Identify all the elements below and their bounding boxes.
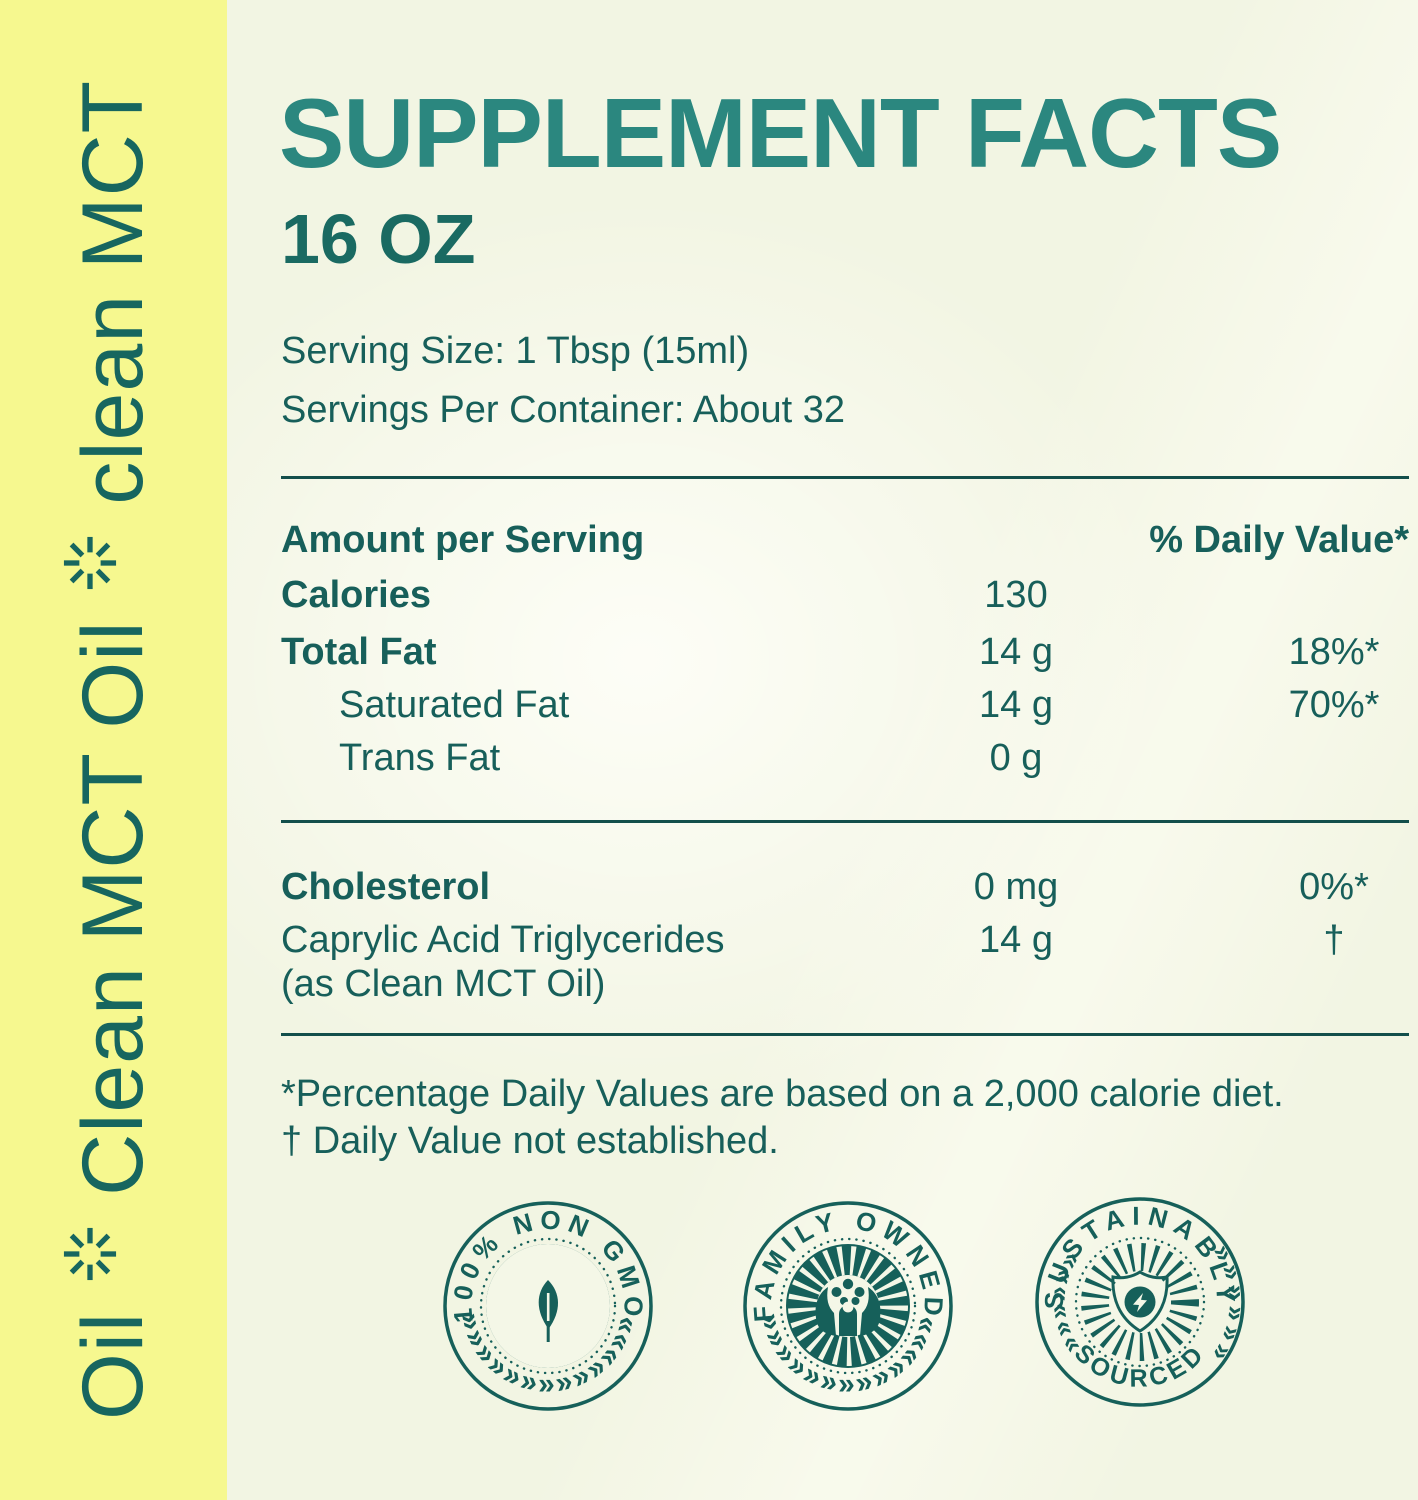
badge-outer-ring	[443, 1201, 653, 1411]
daily-value-header: % Daily Value*	[1149, 519, 1409, 561]
product-size: 16 OZ	[281, 200, 476, 278]
table-row: Total Fat 14 g 18%*	[281, 630, 1409, 674]
side-strip: OilClean MCT Oilclean MCT	[0, 0, 227, 1500]
badge-outer-ring	[1035, 1197, 1245, 1407]
table-row: Caprylic Acid Triglycerides (as Clean MCT…	[281, 918, 1409, 1006]
star-burst-icon	[64, 536, 117, 589]
badge-family-owned: FAMILY OWNED »»»»»»»»»»»»»	[743, 1201, 953, 1411]
nutrient-label-line1: Caprylic Acid Triglycerides	[281, 919, 725, 961]
badge-dotted-ring	[1074, 1236, 1206, 1368]
nutrient-amount: 14 g	[979, 919, 1053, 961]
nutrient-label: Saturated Fat	[339, 684, 570, 726]
amount-per-serving-header: Amount per Serving	[281, 519, 645, 561]
nutrient-amount: 0 mg	[973, 866, 1059, 908]
footnote-daily-values: *Percentage Daily Values are based on a …	[281, 1073, 1284, 1115]
nutrient-label: Caprylic Acid Triglycerides (as Clean MCT…	[281, 918, 724, 1006]
page-title: SUPPLEMENT FACTS	[279, 78, 1282, 188]
nutrient-label: Cholesterol	[281, 866, 491, 908]
badge-outer-ring	[743, 1201, 953, 1411]
badge-dotted-ring	[479, 1237, 617, 1375]
servings-per-container-text: Servings Per Container: About 32	[281, 389, 846, 431]
table-header-row: Amount per Serving % Daily Value*	[281, 518, 1409, 562]
nutrient-amount: 14 g	[979, 631, 1053, 673]
table-row: Cholesterol 0 mg 0%*	[281, 865, 1409, 909]
lightning-shield-icon	[1081, 1243, 1199, 1361]
family-icon	[786, 1244, 910, 1368]
divider-rule	[281, 1033, 1409, 1036]
badge-dotted-ring	[779, 1237, 917, 1375]
nutrient-daily-value: †	[1323, 919, 1345, 961]
nutrient-label-line2: (as Clean MCT Oil)	[281, 963, 606, 1006]
leaf-icon	[486, 1244, 610, 1368]
table-row: Trans Fat 0 g	[281, 736, 1409, 780]
serving-size-text: Serving Size: 1 Tbsp (15ml)	[281, 330, 750, 372]
nutrient-amount: 0 g	[989, 737, 1043, 779]
nutrient-amount: 14 g	[979, 684, 1053, 726]
table-row: Calories 130	[281, 573, 1409, 617]
footnote-dagger: † Daily Value not established.	[281, 1120, 779, 1162]
nutrient-label: Calories	[281, 574, 431, 616]
badge-sustainably-sourced: SUSTAINABLY SOURCED «««««« »»»»»»	[1035, 1197, 1246, 1407]
nutrient-label: Trans Fat	[339, 737, 501, 779]
nutrient-daily-value: 0%*	[1299, 866, 1369, 908]
nutrient-daily-value: 18%*	[1288, 631, 1380, 673]
divider-rule	[281, 476, 1409, 479]
side-strip-vertical-text: OilClean MCT Oilclean MCT	[0, 0, 227, 1500]
table-row: Saturated Fat 14 g 70%*	[281, 683, 1409, 727]
nutrient-amount: 130	[984, 574, 1048, 616]
star-burst-icon	[64, 1227, 117, 1281]
nutrient-daily-value: 70%*	[1288, 684, 1380, 726]
badge-row: 100% NON GMO »»»»»»»»»»»»»	[0, 1197, 1418, 1416]
badge-non-gmo: 100% NON GMO »»»»»»»»»»»»»	[443, 1201, 653, 1411]
divider-rule	[281, 820, 1409, 823]
nutrient-label: Total Fat	[281, 631, 437, 673]
